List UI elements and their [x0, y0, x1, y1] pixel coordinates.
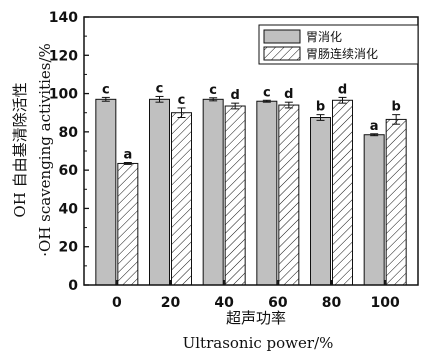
x-tick-label: 60: [268, 295, 288, 311]
bar: [224, 105, 246, 286]
significance-label: d: [284, 87, 293, 102]
bar: [117, 162, 139, 286]
significance-label: c: [102, 82, 110, 97]
bar: [202, 98, 224, 286]
x-tick-label: 0: [112, 295, 122, 311]
significance-label: c: [263, 85, 271, 100]
y-tick-label: 140: [49, 10, 78, 26]
y-tick-label: 120: [49, 48, 78, 64]
legend: 胃消化 胃肠连续消化: [258, 24, 419, 65]
significance-label: b: [392, 100, 401, 115]
x-tick-label: 40: [214, 295, 234, 311]
x-axis-title-zh: 超声功率: [226, 309, 286, 327]
x-tick-label: 80: [322, 295, 342, 311]
significance-label: c: [156, 81, 164, 96]
bar: [363, 134, 385, 286]
bar: [310, 117, 331, 286]
error-bars-group: [101, 95, 401, 165]
bars-group: [95, 98, 407, 286]
significance-label: d: [338, 82, 347, 97]
y-axis-ticks: 0 20 40 60 80 100 120 140: [49, 10, 89, 294]
significance-label: a: [370, 119, 379, 134]
bar: [95, 98, 117, 286]
significance-label: c: [178, 93, 186, 108]
y-tick-label: 20: [59, 240, 79, 256]
bar: [256, 100, 278, 286]
x-tick-label: 100: [371, 295, 400, 311]
y-tick-label: 60: [59, 163, 79, 179]
x-tick-label: 20: [161, 295, 181, 311]
y-tick-label: 40: [59, 201, 79, 217]
x-axis-ticks: 0 20 40 60 80 100: [112, 280, 400, 311]
bar: [332, 99, 353, 286]
legend-label-series-2: 胃肠连续消化: [306, 46, 378, 61]
y-axis-title-en: ·OH scavenging activities/%: [36, 43, 54, 257]
bar: [278, 104, 300, 286]
legend-label-series-1: 胃消化: [306, 30, 342, 44]
x-axis-title-en: Ultrasonic power/%: [183, 334, 334, 352]
significance-label: b: [316, 100, 325, 115]
significance-label: d: [231, 88, 240, 103]
y-tick-label: 80: [59, 125, 79, 141]
y-tick-label: 0: [68, 278, 78, 294]
legend-swatch-hatched: [263, 46, 301, 61]
y-axis-title-zh: OH 自由基清除活性: [11, 82, 29, 217]
bar: [385, 118, 407, 286]
legend-swatch-solid: [263, 29, 301, 44]
significance-label: a: [123, 147, 132, 162]
y-tick-label: 100: [49, 87, 78, 103]
bar: [149, 98, 170, 286]
bar: [171, 112, 192, 286]
significance-label: c: [209, 83, 217, 98]
